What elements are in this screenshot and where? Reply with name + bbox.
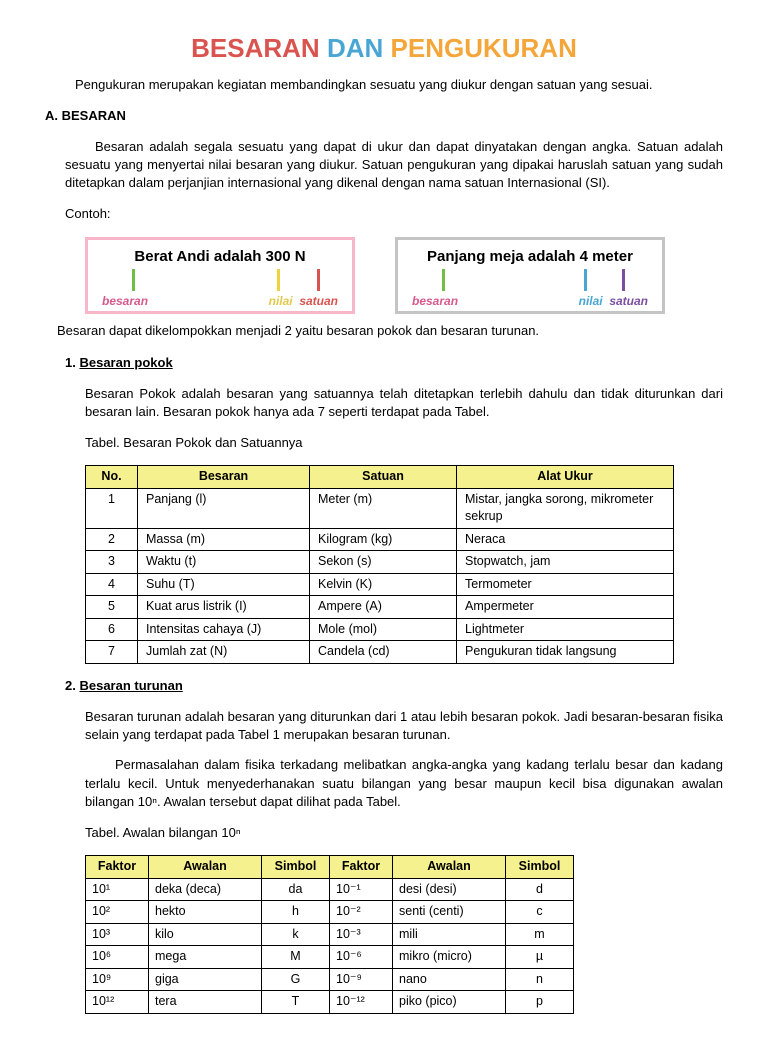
ex2-label-besaran: besaran	[412, 293, 458, 310]
table-row: 2Massa (m)Kilogram (kg)Neraca	[86, 528, 674, 551]
title-word-3: PENGUKURAN	[391, 33, 577, 63]
example-row: Berat Andi adalah 300 N besaran nilai sa…	[85, 237, 723, 315]
table-row: 6Intensitas cahaya (J)Mole (mol)Lightmet…	[86, 618, 674, 641]
section-a-p2: Besaran dapat dikelompokkan menjadi 2 ya…	[57, 322, 723, 340]
table-row: 10²hektoh10⁻²senti (centi)c	[86, 901, 574, 924]
table1-caption: Tabel. Besaran Pokok dan Satuannya	[85, 434, 723, 452]
intro-text: Pengukuran merupakan kegiatan membanding…	[45, 76, 723, 94]
table-row: 4Suhu (T)Kelvin (K)Termometer	[86, 573, 674, 596]
t2-header: Simbol	[262, 856, 330, 879]
t2-header: Awalan	[149, 856, 262, 879]
contoh-label: Contoh:	[65, 205, 723, 223]
example-box-1: Berat Andi adalah 300 N besaran nilai sa…	[85, 237, 355, 315]
sub2-p2: Permasalahan dalam fisika terkadang meli…	[85, 756, 723, 811]
sub2-p1: Besaran turunan adalah besaran yang ditu…	[85, 708, 723, 744]
sub1-num: 1.	[65, 355, 76, 370]
sub1-title: Besaran pokok	[79, 355, 172, 370]
example-box-2: Panjang meja adalah 4 meter besaran nila…	[395, 237, 665, 315]
ex2-label-satuan: satuan	[609, 294, 648, 308]
table-row: 5Kuat arus listrik (I)Ampere (A)Ampermet…	[86, 596, 674, 619]
ex1-label-besaran: besaran	[102, 293, 148, 310]
table-row: 10⁶megaM10⁻⁶mikro (micro)µ	[86, 946, 574, 969]
ex1-label-nilai: nilai	[269, 294, 293, 308]
ex2-label-nilai: nilai	[579, 294, 603, 308]
t1-header: No.	[86, 466, 138, 489]
sub2-title: Besaran turunan	[79, 678, 182, 693]
table-row: 3Waktu (t)Sekon (s)Stopwatch, jam	[86, 551, 674, 574]
title-word-2: DAN	[327, 33, 383, 63]
table-row: 10⁹gigaG10⁻⁹nanon	[86, 968, 574, 991]
table2-caption: Tabel. Awalan bilangan 10ⁿ	[85, 824, 723, 842]
table-row: 10³kilok10⁻³milim	[86, 923, 574, 946]
example-1-ticks	[102, 269, 338, 291]
sub1-heading: 1. Besaran pokok	[65, 354, 723, 372]
table-row: 1Panjang (l)Meter (m)Mistar, jangka soro…	[86, 488, 674, 528]
section-a-p1: Besaran adalah segala sesuatu yang dapat…	[65, 138, 723, 193]
t2-header: Simbol	[506, 856, 574, 879]
t2-header: Faktor	[86, 856, 149, 879]
t2-header: Faktor	[330, 856, 393, 879]
example-1-text: Berat Andi adalah 300 N	[102, 246, 338, 267]
t1-header: Satuan	[310, 466, 457, 489]
table-row: 10¹²teraT10⁻¹²piko (pico)p	[86, 991, 574, 1014]
example-2-ticks	[412, 269, 648, 291]
sub2-heading: 2. Besaran turunan	[65, 677, 723, 695]
table-awalan: FaktorAwalanSimbolFaktorAwalanSimbol 10¹…	[85, 855, 574, 1014]
example-2-labels: besaran nilai satuan	[412, 293, 648, 310]
example-2-text: Panjang meja adalah 4 meter	[412, 246, 648, 267]
table-row: 7Jumlah zat (N)Candela (cd)Pengukuran ti…	[86, 641, 674, 664]
sub1-p: Besaran Pokok adalah besaran yang satuan…	[85, 385, 723, 421]
title-word-1: BESARAN	[191, 33, 320, 63]
table-row: 10¹deka (deca)da10⁻¹desi (desi)d	[86, 878, 574, 901]
page-title: BESARAN DAN PENGUKURAN	[45, 30, 723, 66]
section-a-head: A. BESARAN	[45, 107, 723, 125]
table-besaran-pokok: No.BesaranSatuanAlat Ukur 1Panjang (l)Me…	[85, 465, 674, 664]
example-1-labels: besaran nilai satuan	[102, 293, 338, 310]
t2-header: Awalan	[393, 856, 506, 879]
t1-header: Alat Ukur	[457, 466, 674, 489]
t1-header: Besaran	[138, 466, 310, 489]
ex1-label-satuan: satuan	[299, 294, 338, 308]
sub2-num: 2.	[65, 678, 76, 693]
